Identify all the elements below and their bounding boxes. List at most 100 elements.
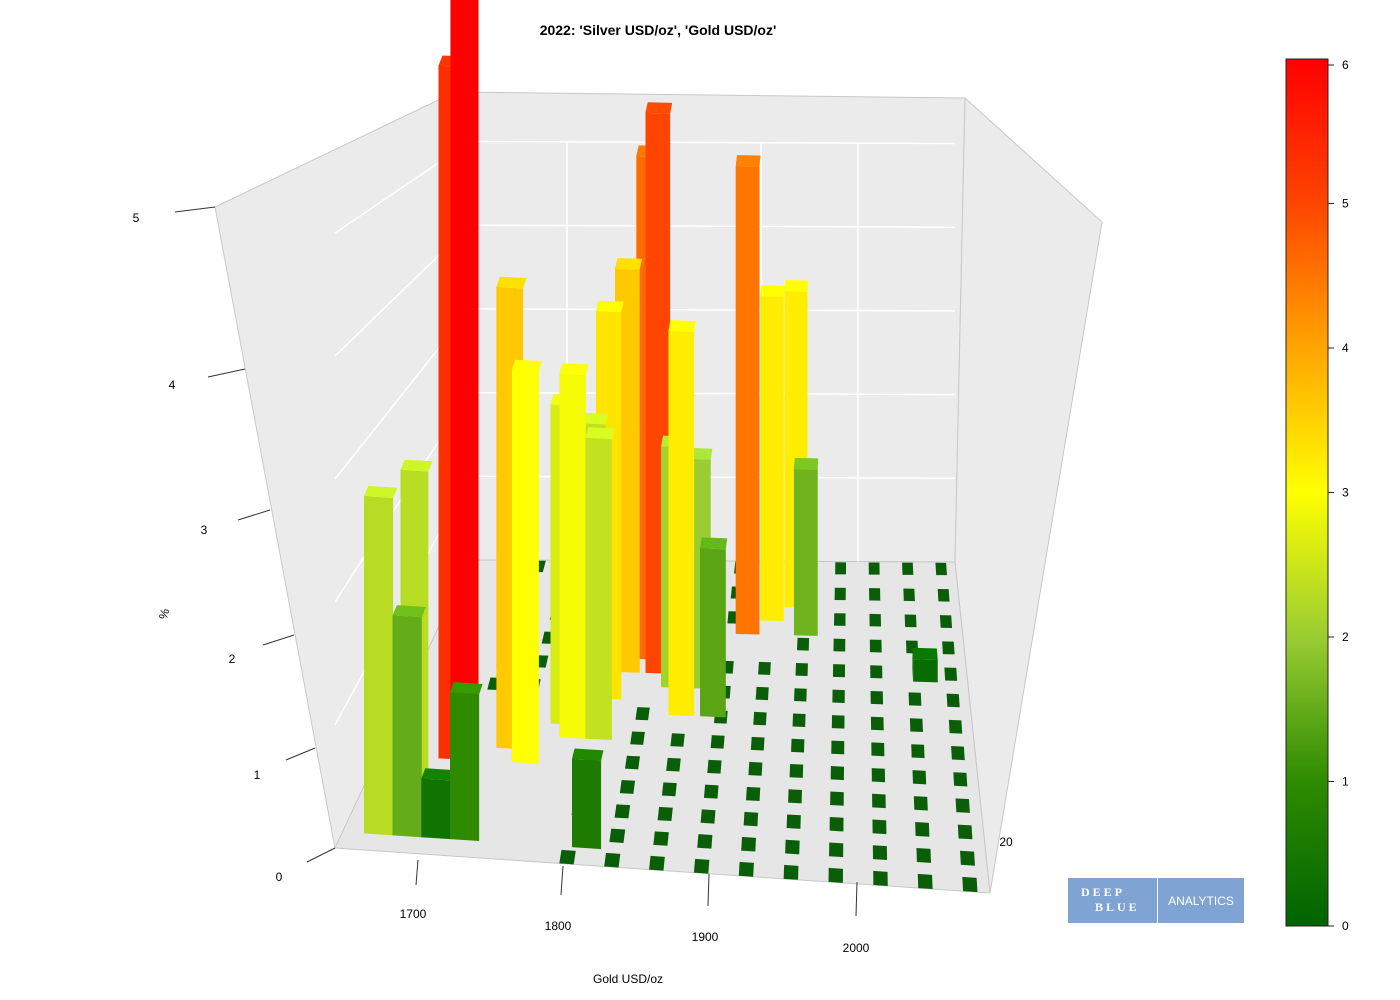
- floor-tile: [832, 689, 845, 703]
- floor-tile: [868, 562, 880, 575]
- floor-tile: [833, 638, 846, 652]
- colorbar-ticks: 0 1 2 3 4 5 6: [1328, 58, 1349, 933]
- floor-tile: [960, 850, 975, 866]
- bar: [668, 320, 696, 717]
- bar: [912, 647, 938, 683]
- floor-tile: [916, 847, 932, 863]
- floor-tile: [942, 641, 955, 655]
- floor-tile: [955, 798, 970, 813]
- bar-front-face: [511, 370, 539, 764]
- floor-tile: [657, 806, 673, 822]
- bar-front-face: [913, 659, 938, 683]
- floor-tile: [792, 713, 806, 727]
- bar: [364, 485, 398, 836]
- bar-top-face: [700, 537, 728, 550]
- z-axis: 5 4 3 2 1 0 %: [133, 206, 336, 884]
- floor-tile: [870, 665, 883, 679]
- floor-tile: [962, 876, 978, 893]
- floor-tile: [872, 793, 886, 809]
- floor-tile: [755, 686, 769, 701]
- bar-top-face: [760, 285, 785, 297]
- floor-tile: [951, 746, 965, 761]
- floor-tile: [783, 864, 799, 880]
- floor-tile: [743, 811, 759, 827]
- z-tick-label: 2: [229, 652, 236, 666]
- bar: [511, 359, 543, 764]
- bar: [735, 155, 761, 635]
- y-tick-label: 20: [999, 835, 1013, 849]
- z-tick-line: [207, 368, 246, 378]
- floor-tile: [635, 707, 650, 721]
- bar: [559, 363, 589, 739]
- bar-front-face: [392, 615, 422, 838]
- floor-tile: [828, 867, 843, 883]
- colorbar-tick-label: 3: [1342, 486, 1349, 500]
- floor-tile: [873, 870, 888, 886]
- floor-tile: [830, 791, 844, 806]
- colorbar-gradient: [1285, 58, 1329, 927]
- floor-tile: [666, 757, 681, 772]
- bar-top-face: [392, 605, 426, 618]
- bar: [450, 0, 479, 801]
- floor-tile: [700, 809, 716, 824]
- floor-tile: [870, 716, 884, 731]
- floor-tile: [831, 740, 845, 755]
- floor-tile: [904, 614, 917, 628]
- floor-tile: [957, 824, 973, 840]
- floor-tile: [948, 719, 963, 734]
- floor-tile: [832, 664, 846, 678]
- floor-tile: [902, 562, 914, 575]
- floor-tile: [794, 688, 807, 702]
- colorbar-tick-label: 6: [1342, 58, 1349, 72]
- bar-front-face: [735, 166, 760, 635]
- colorbar-tick-label: 5: [1342, 197, 1349, 211]
- floor-tile: [661, 782, 677, 797]
- x-tick-label: 1700: [400, 907, 427, 921]
- floor-tile: [869, 613, 881, 627]
- bar-front-face: [794, 468, 818, 636]
- bar-front-face: [450, 692, 480, 842]
- floor-tile: [944, 667, 958, 681]
- bar-top-face: [364, 485, 398, 499]
- floor-tile: [630, 731, 645, 745]
- bar-top-face: [615, 258, 643, 270]
- floor-tile: [917, 873, 933, 890]
- floor-tile: [869, 588, 881, 601]
- bar-front-face: [364, 496, 394, 836]
- floor-tile: [653, 831, 669, 846]
- x-tick-label: 1800: [545, 919, 572, 933]
- x-tick-line: [560, 865, 564, 896]
- bar: [585, 427, 615, 740]
- floor-tile: [946, 693, 960, 708]
- floor-tile: [834, 587, 846, 601]
- bar-top-face: [794, 457, 819, 470]
- bar: [450, 682, 483, 842]
- z-tick-line: [262, 634, 295, 646]
- bar: [794, 457, 819, 636]
- logo-analytics: ANALYTICS: [1168, 893, 1234, 908]
- floor-tile: [748, 761, 763, 776]
- floor-tile: [829, 816, 844, 832]
- bar: [760, 285, 785, 622]
- floor-tile: [788, 789, 803, 804]
- bar: [421, 768, 455, 840]
- floor-tile: [619, 780, 636, 794]
- chart-title: 2022: 'Silver USD/oz', 'Gold USD/oz': [540, 22, 777, 38]
- floor-tile: [604, 852, 621, 868]
- z-tick-line: [237, 509, 271, 521]
- floor-tile: [830, 766, 845, 781]
- deep-blue-analytics-logo: DEEP BLUE ANALYTICS: [1068, 878, 1244, 923]
- x-tick-label: 2000: [843, 941, 870, 955]
- bar-top-face: [668, 320, 696, 333]
- colorbar-tick-label: 1: [1342, 775, 1349, 789]
- bar-top-face: [784, 280, 809, 292]
- z-tick-line: [306, 847, 336, 863]
- bar: [392, 605, 426, 838]
- floor-tile: [785, 839, 800, 855]
- floor-tile: [869, 639, 882, 653]
- bar-front-face: [421, 778, 451, 840]
- floor-tile: [903, 588, 915, 602]
- floor-tile: [649, 855, 665, 871]
- back-gridline: [469, 140, 956, 145]
- x-tick-label: 1900: [692, 930, 719, 944]
